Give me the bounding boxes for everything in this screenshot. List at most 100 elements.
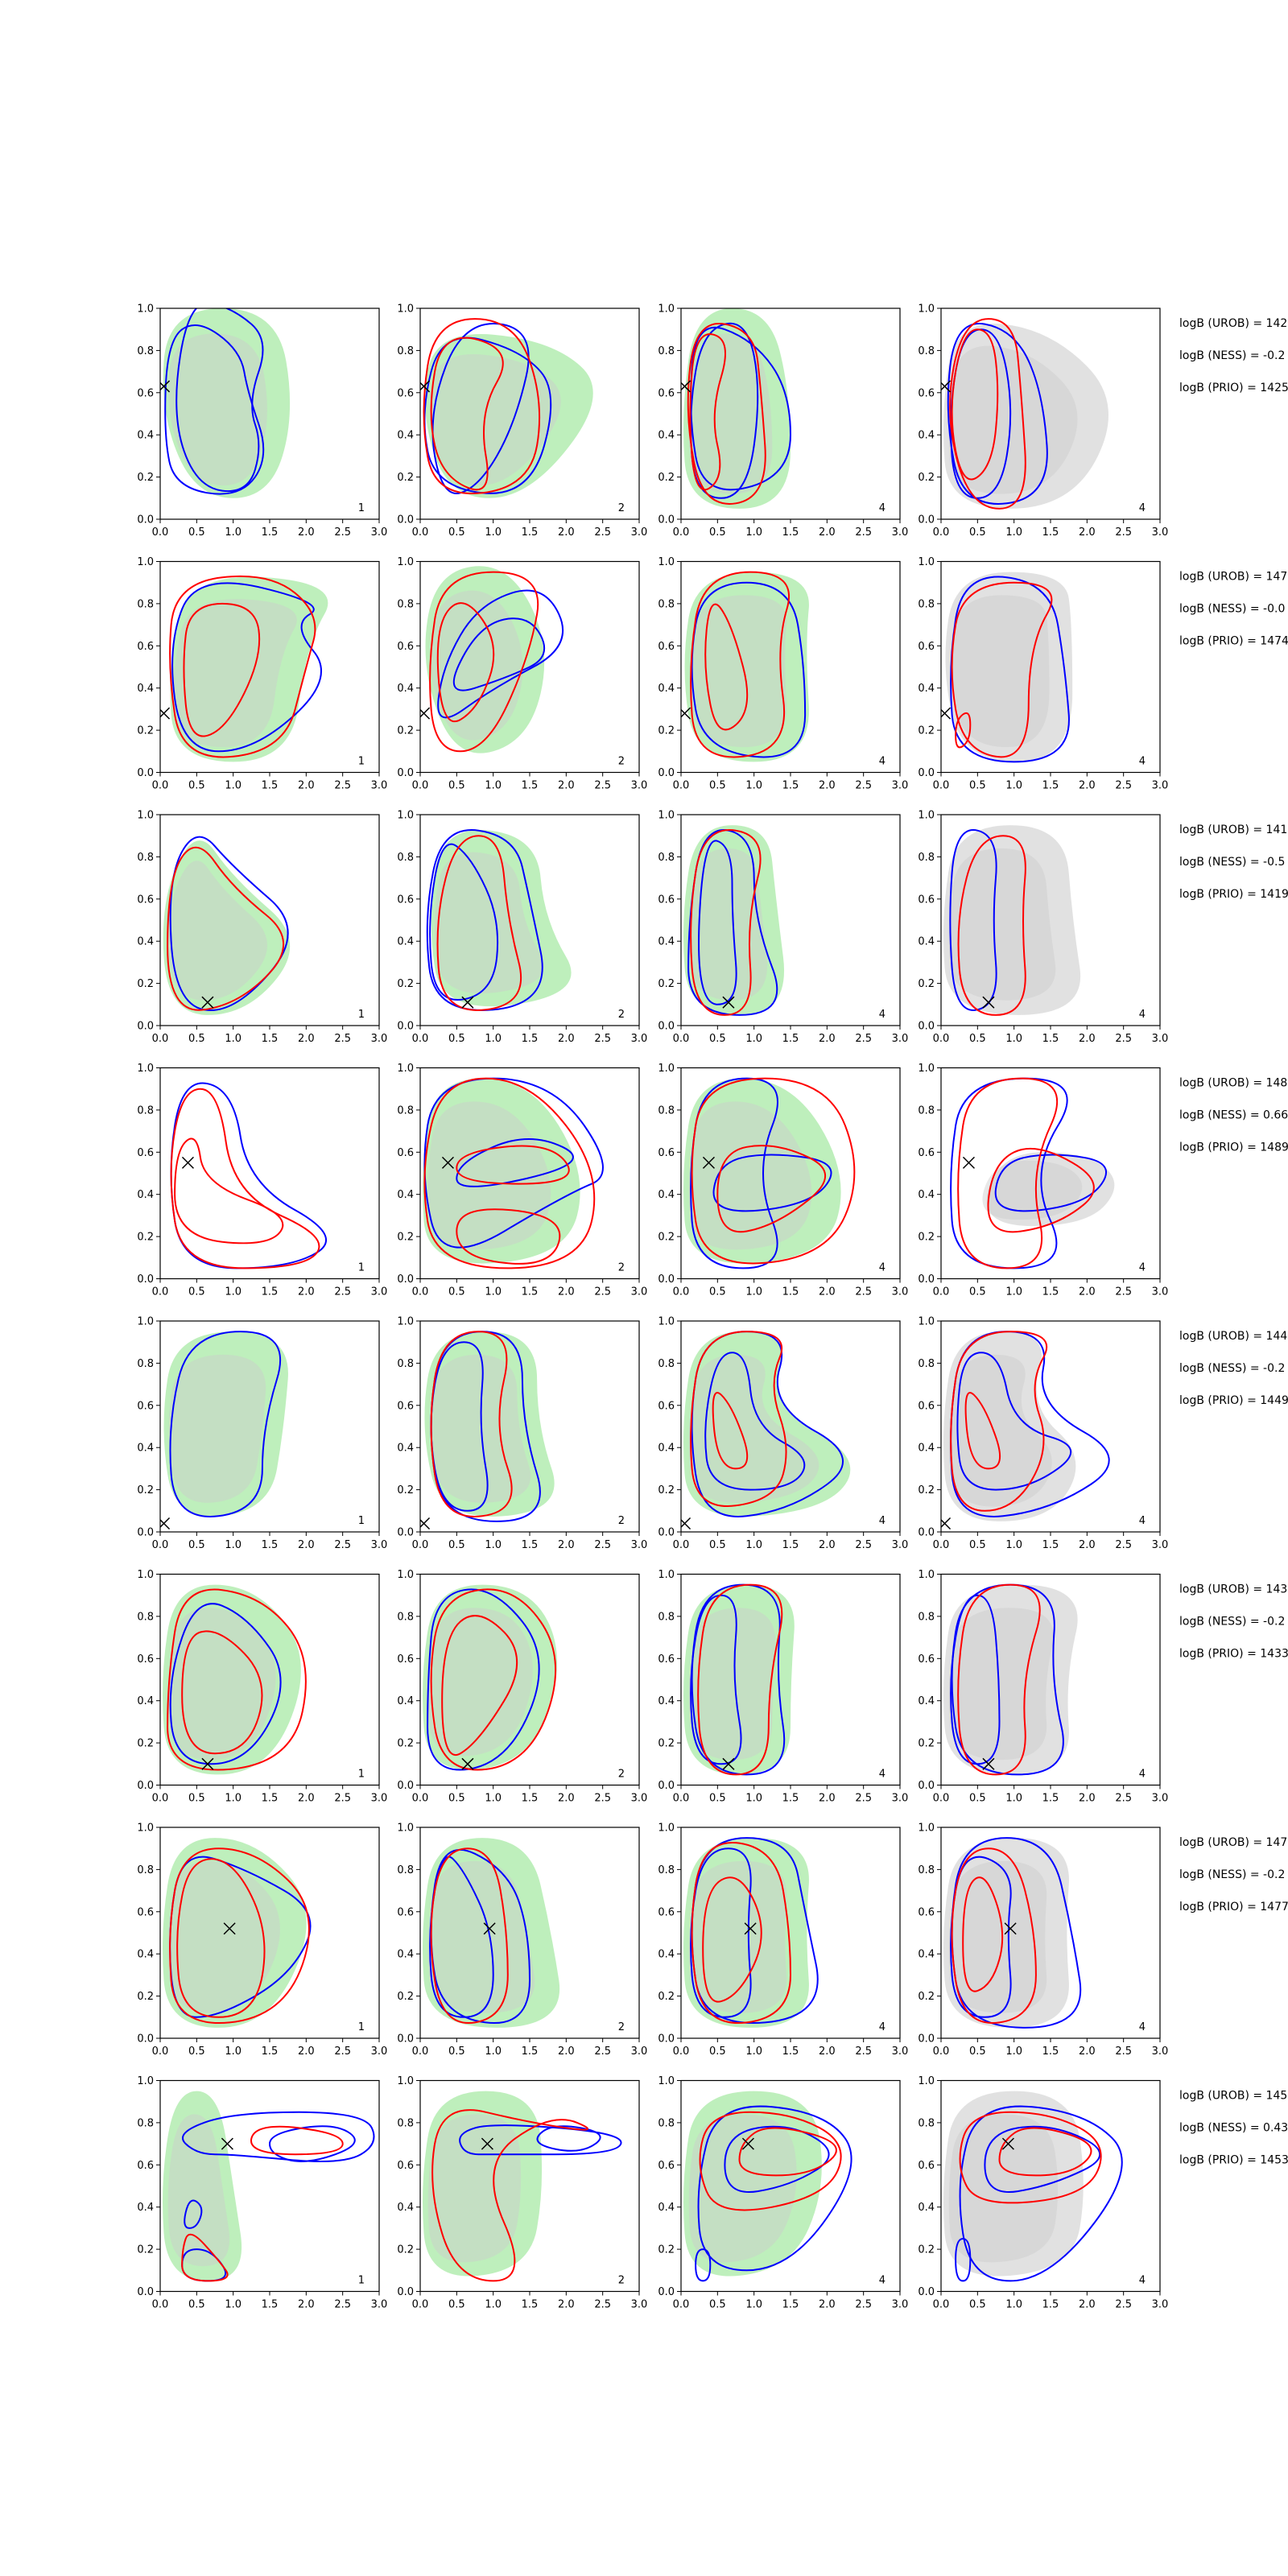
x-tick-label: 0.0 <box>673 526 690 539</box>
y-tick-label: 0.4 <box>918 1695 935 1707</box>
x-tick-label: 2.0 <box>819 780 836 792</box>
x-tick-label: 2.5 <box>855 1033 872 1045</box>
panel-r3-c2: 0.0 0.5 1.0 1.5 2.0 2.5 3.0 0.0 0.2 0.4 0.6 0.8 1.0 2 <box>397 810 647 1046</box>
y-tick-label: 0.2 <box>137 1991 154 2003</box>
y-tick-label: 0.4 <box>658 936 675 948</box>
x-tick-label: 0.5 <box>709 780 726 792</box>
y-tick-label: 0.2 <box>918 978 935 990</box>
y-tick-label: 0.6 <box>137 387 154 399</box>
density-core-fill <box>168 333 267 486</box>
x-tick-label: 2.0 <box>819 526 836 539</box>
panel-r8-c1: 0.0 0.5 1.0 1.5 2.0 2.5 3.0 0.0 0.2 0.4 0.6 0.8 1.0 1 <box>137 2075 387 2311</box>
red-contour <box>430 1331 513 1517</box>
x-tick-label: 0.5 <box>709 1793 726 1805</box>
marker-x <box>982 1757 995 1770</box>
x-tick-label: 0.5 <box>969 1539 986 1551</box>
density-fill <box>943 323 1108 509</box>
x-tick-label: 3.0 <box>371 1033 388 1045</box>
x-tick-label: 0.0 <box>933 1286 950 1298</box>
red-contour <box>689 333 726 491</box>
red-contour <box>998 2127 1092 2177</box>
y-tick-label: 0.8 <box>918 1104 935 1117</box>
panel-r4-c2: 0.0 0.5 1.0 1.5 2.0 2.5 3.0 0.0 0.2 0.4 0.6 0.8 1.0 2 <box>397 1063 647 1298</box>
x-tick-label: 1.0 <box>225 2299 242 2311</box>
blue-contour <box>959 2105 1123 2282</box>
y-tick-label: 0.0 <box>137 514 154 526</box>
y-tick-label: 1.0 <box>658 1063 675 1075</box>
x-tick-label: 2.0 <box>819 1286 836 1298</box>
y-tick-label: 0.8 <box>137 1864 154 1876</box>
red-contour <box>181 2233 229 2282</box>
marker-x <box>681 1517 691 1530</box>
red-contour <box>429 571 539 753</box>
x-tick-label: 0.5 <box>969 2046 986 2058</box>
x-tick-label: 0.5 <box>188 2046 205 2058</box>
x-tick-label: 0.0 <box>412 2299 429 2311</box>
red-contour <box>431 2109 588 2282</box>
red-contour <box>738 2127 837 2177</box>
logb-annotation: logB (UROB) = 143 <box>1179 1583 1287 1596</box>
x-tick-label: 1.5 <box>782 2299 799 2311</box>
y-tick-label: 0.2 <box>137 2244 154 2256</box>
panel-r8-c3: 0.0 0.5 1.0 1.5 2.0 2.5 3.0 0.0 0.2 0.4 0.6 0.8 1.0 4 <box>658 2075 908 2311</box>
y-tick-label: 0.2 <box>918 472 935 484</box>
x-tick-label: 2.5 <box>594 1286 611 1298</box>
x-tick-label: 2.5 <box>594 1033 611 1045</box>
y-tick-label: 0.4 <box>658 1443 675 1455</box>
x-tick-label: 3.0 <box>371 780 388 792</box>
red-contour <box>441 1615 518 1756</box>
x-tick-label: 1.0 <box>1005 526 1022 539</box>
density-core-fill <box>948 1354 1052 1507</box>
x-tick-label: 2.0 <box>558 2299 575 2311</box>
x-tick-label: 2.5 <box>1115 780 1132 792</box>
y-tick-label: 0.2 <box>137 1484 154 1496</box>
x-tick-label: 3.0 <box>631 2046 648 2058</box>
y-tick-label: 0.8 <box>137 598 154 610</box>
y-tick-label: 0.6 <box>397 2160 414 2172</box>
x-tick-label: 0.0 <box>933 1539 950 1551</box>
x-tick-label: 0.0 <box>152 780 169 792</box>
y-tick-label: 0.8 <box>658 852 675 864</box>
y-tick-label: 0.6 <box>918 894 935 906</box>
red-contour <box>430 1588 557 1771</box>
y-tick-label: 1.0 <box>658 303 675 316</box>
marker-x <box>702 1156 715 1169</box>
blue-contour <box>268 2125 356 2162</box>
y-tick-label: 0.2 <box>397 978 414 990</box>
x-tick-label: 1.0 <box>225 1793 242 1805</box>
x-tick-label: 1.5 <box>782 2046 799 2058</box>
y-tick-label: 0.0 <box>658 1274 675 1286</box>
blue-contour <box>984 2125 1100 2193</box>
y-tick-label: 0.8 <box>658 1611 675 1623</box>
x-tick-label: 0.0 <box>412 526 429 539</box>
red-contour <box>456 1208 561 1265</box>
x-tick-label: 2.0 <box>558 1539 575 1551</box>
panel-label: 1 <box>358 2021 365 2033</box>
x-tick-label: 3.0 <box>1152 780 1169 792</box>
x-tick-label: 1.0 <box>485 1793 502 1805</box>
marker-x <box>201 1757 214 1770</box>
red-contour <box>951 1847 1037 2025</box>
y-tick-label: 0.8 <box>397 1611 414 1623</box>
x-tick-label: 3.0 <box>892 2046 909 2058</box>
panel-label: 1 <box>358 1515 365 1527</box>
x-tick-label: 1.0 <box>225 1539 242 1551</box>
red-contour <box>699 2111 842 2211</box>
y-tick-label: 0.6 <box>658 1653 675 1666</box>
x-tick-label: 2.5 <box>1115 1286 1132 1298</box>
y-tick-label: 0.4 <box>137 1949 154 1961</box>
x-tick-label: 1.5 <box>782 1539 799 1551</box>
density-fill <box>683 1078 841 1264</box>
x-tick-label: 3.0 <box>892 1793 909 1805</box>
x-tick-label: 0.5 <box>969 526 986 539</box>
x-tick-label: 2.0 <box>1079 1286 1096 1298</box>
blue-contour <box>184 2199 203 2229</box>
x-tick-label: 0.5 <box>969 1793 986 1805</box>
marker-x <box>420 380 431 393</box>
y-tick-label: 0.0 <box>397 2033 414 2046</box>
y-tick-label: 1.0 <box>918 1316 935 1328</box>
x-tick-label: 2.5 <box>334 1033 351 1045</box>
x-tick-label: 0.5 <box>448 1539 465 1551</box>
x-tick-label: 0.0 <box>933 780 950 792</box>
x-tick-label: 1.5 <box>522 1539 539 1551</box>
